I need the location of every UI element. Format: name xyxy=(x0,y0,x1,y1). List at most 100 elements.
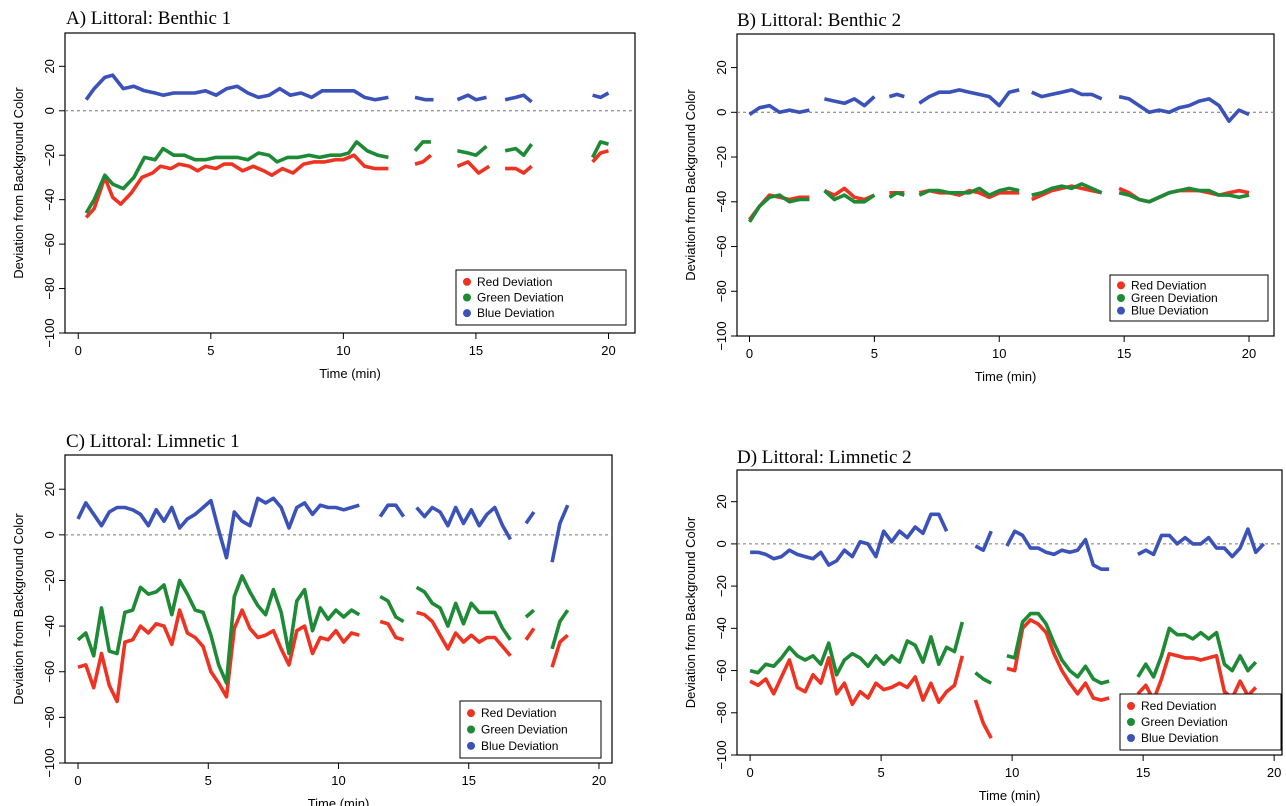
legend-swatch xyxy=(467,741,475,750)
series-line-segment xyxy=(456,93,487,102)
legend-entry: Green Deviation xyxy=(1141,715,1228,729)
plot-frame xyxy=(736,469,1283,756)
series-green-deviation xyxy=(747,182,1250,223)
series-blue-deviation xyxy=(748,88,1250,123)
x-tick-label: 15 xyxy=(469,343,483,358)
series-line-segment xyxy=(414,95,434,102)
x-tick-label: 15 xyxy=(462,773,476,788)
x-axis-label: Time (min) xyxy=(308,796,370,806)
series-line-segment xyxy=(749,655,965,707)
legend-swatch xyxy=(1117,306,1125,315)
series-line-segment xyxy=(1118,94,1250,123)
series-line-segment xyxy=(84,140,389,214)
series-line-segment xyxy=(414,153,433,166)
legend-entry: Blue Deviation xyxy=(477,306,554,320)
y-tick-label: −20 xyxy=(714,575,729,597)
series-line-segment xyxy=(824,95,876,108)
y-tick-label: 0 xyxy=(714,540,729,547)
y-tick-label: 20 xyxy=(714,494,729,508)
y-tick-label: −60 xyxy=(42,233,57,255)
series-line-segment xyxy=(76,574,361,685)
legend-swatch xyxy=(1127,702,1135,710)
series-line-segment xyxy=(416,610,512,657)
series-green-deviation xyxy=(749,611,1258,686)
x-tick-label: 20 xyxy=(592,773,606,788)
series-line-segment xyxy=(974,530,993,553)
series-line-segment xyxy=(524,608,536,619)
y-tick-label: −80 xyxy=(714,280,729,302)
legend-swatch xyxy=(1117,281,1125,290)
legend-box xyxy=(455,269,627,326)
series-line-segment xyxy=(550,609,570,650)
plot-frame xyxy=(64,32,636,334)
legend-entry: Red Deviation xyxy=(481,706,556,720)
series-line-segment xyxy=(823,189,876,204)
series-line-segment xyxy=(457,144,488,157)
series-red-deviation xyxy=(749,618,1258,739)
x-tick-label: 10 xyxy=(992,346,1006,361)
x-tick-label: 10 xyxy=(331,773,345,788)
series-line-segment xyxy=(748,103,810,116)
x-tick-label: 20 xyxy=(601,343,615,358)
y-tick-label: −40 xyxy=(714,617,729,639)
series-line-segment xyxy=(591,149,609,164)
series-line-segment xyxy=(974,671,993,685)
x-tick-label: 0 xyxy=(74,773,81,788)
series-line-segment xyxy=(888,92,905,99)
series-line-segment xyxy=(413,140,431,152)
y-tick-label: −80 xyxy=(42,706,57,728)
series-line-segment xyxy=(550,504,570,563)
x-tick-label: 0 xyxy=(746,346,753,361)
series-line-segment xyxy=(84,153,389,219)
chart-panel-3: C) Littoral: Limnetic 1 0 5 10 15 20 −100 −80 −6… xyxy=(11,431,613,806)
series-line-segment xyxy=(1136,651,1258,702)
series-line-segment xyxy=(379,594,405,624)
x-tick-label: 0 xyxy=(746,765,753,780)
legend-entry: Green Deviation xyxy=(477,291,564,305)
series-line-segment xyxy=(84,73,389,102)
y-tick-label: −100 xyxy=(714,740,729,769)
legend-box xyxy=(1119,693,1282,751)
y-tick-label: −40 xyxy=(42,615,57,637)
series-line-segment xyxy=(504,143,534,157)
series-line-segment xyxy=(747,193,810,223)
y-axis-label: Deviation from Background Color xyxy=(683,516,698,708)
y-tick-label: 0 xyxy=(42,531,57,538)
series-line-segment xyxy=(77,608,360,704)
x-tick-label: 5 xyxy=(207,343,214,358)
series-line-segment xyxy=(1005,529,1110,572)
legend-box xyxy=(459,700,602,759)
legend-entry: Green Deviation xyxy=(481,723,568,737)
legend-entry: Blue Deviation xyxy=(1141,731,1218,745)
series-line-segment xyxy=(973,699,993,739)
legend: Red Deviation Green Deviation Blue Deviati… xyxy=(459,700,602,759)
x-axis-label: Time (min) xyxy=(979,788,1041,803)
x-tick-label: 20 xyxy=(1242,346,1256,361)
series-line-segment xyxy=(456,160,491,175)
chart-panel-1: A) Littoral: Benthic 1 0 5 10 15 20 −100 −80 −60… xyxy=(11,8,636,381)
series-line-segment xyxy=(378,503,406,518)
x-tick-label: 5 xyxy=(877,765,884,780)
series-line-segment xyxy=(1006,618,1110,702)
series-green-deviation xyxy=(76,574,570,685)
x-axis-label: Time (min) xyxy=(319,366,381,381)
chart-title: A) Littoral: Benthic 1 xyxy=(66,8,231,29)
legend-entry: Blue Deviation xyxy=(481,739,558,753)
y-tick-label: −100 xyxy=(42,748,57,777)
legend-swatch xyxy=(463,293,471,302)
series-green-deviation xyxy=(84,140,609,214)
y-tick-label: 20 xyxy=(42,482,57,496)
series-line-segment xyxy=(1031,182,1103,197)
series-line-segment xyxy=(1006,611,1110,686)
series-line-segment xyxy=(505,164,533,175)
y-tick-label: −60 xyxy=(714,235,729,257)
series-line-segment xyxy=(1136,626,1258,679)
series-line-segment xyxy=(918,88,1020,108)
series-blue-deviation xyxy=(76,496,570,563)
y-tick-label: −80 xyxy=(42,278,57,300)
series-line-segment xyxy=(590,140,609,159)
legend-entry: Red Deviation xyxy=(1141,699,1216,713)
